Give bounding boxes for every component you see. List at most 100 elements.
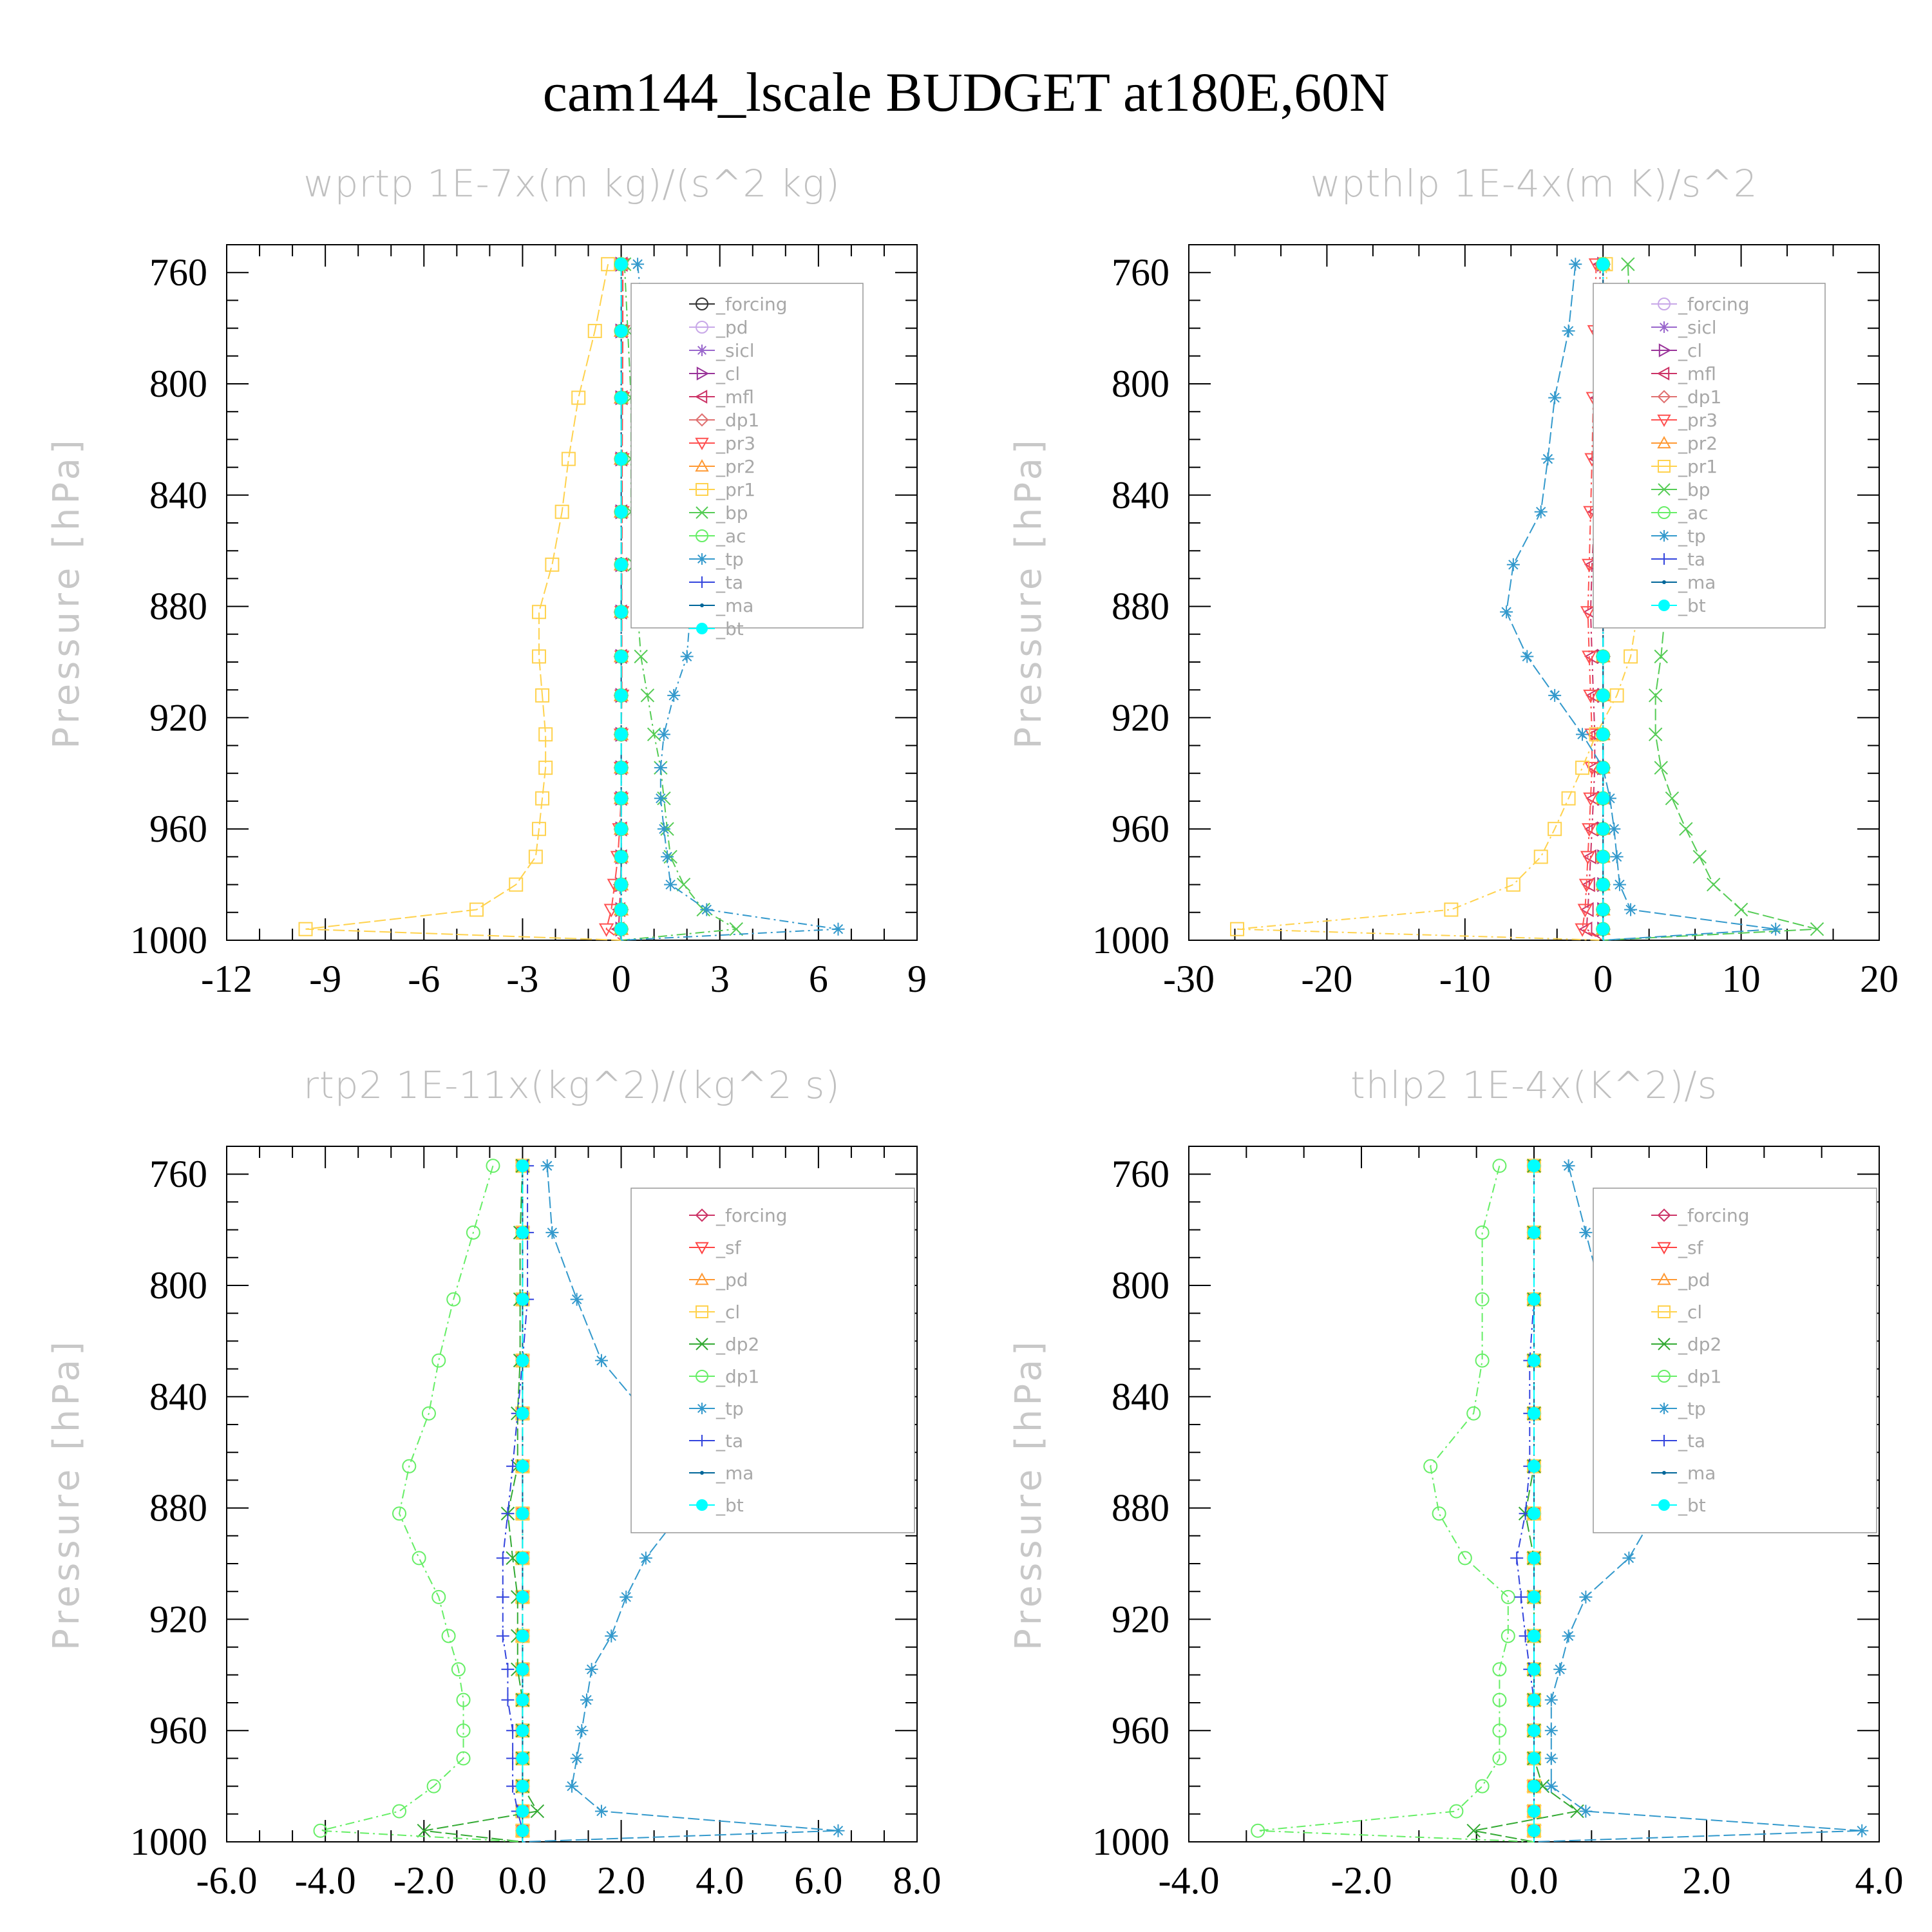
marker-asterisk (831, 922, 845, 936)
marker-filled (1596, 878, 1610, 891)
marker-square (1444, 902, 1459, 917)
marker-x (1665, 791, 1680, 806)
figure-title: cam144_lscale BUDGET at180E,60N (543, 61, 1389, 123)
marker-filled (1596, 761, 1610, 775)
marker-square (1506, 877, 1520, 892)
y-tick-label: 960 (149, 808, 207, 850)
legend-entry: _tp (689, 549, 744, 570)
y-axis-title: Pressure [hPa] (1008, 436, 1050, 749)
x-tick-label: 0 (1593, 958, 1613, 1000)
marker-circle (1457, 1551, 1472, 1566)
series-line (305, 264, 621, 941)
marker-square (531, 605, 546, 620)
marker-tri-down (1580, 606, 1596, 620)
marker-x (417, 1824, 431, 1838)
marker-asterisk (696, 553, 708, 565)
y-tick-label: 960 (1112, 1709, 1170, 1752)
legend-label: _mfl (1678, 363, 1716, 384)
marker-x (1734, 902, 1748, 917)
marker-dot (700, 1471, 704, 1475)
chart-panel-4: thlp2 1E-4x(K^2)/s Pressure [hPa] 760 800 84… (1008, 1063, 1904, 1902)
marker-asterisk (1520, 650, 1534, 663)
series-line (1581, 264, 1604, 941)
marker-filled (1596, 850, 1610, 864)
marker-x (640, 688, 655, 703)
legend-label: _cl (1678, 1302, 1702, 1323)
series-line (522, 1166, 838, 1842)
marker-square (1624, 649, 1638, 664)
marker-circle (426, 1779, 441, 1794)
legend-entry: _pr1 (1651, 456, 1718, 477)
marker-asterisk (831, 1824, 845, 1837)
marker-filled (516, 1551, 529, 1565)
marker-x (1658, 1338, 1671, 1350)
legend-box (630, 1188, 915, 1533)
series-tp (1500, 258, 1783, 941)
x-tick-label: -12 (201, 958, 252, 1000)
marker-filled (614, 761, 628, 775)
x-tick-label: -3 (506, 958, 538, 1000)
legend-entry: _ma (1651, 1463, 1716, 1484)
legend-label: _dp2 (715, 1334, 759, 1355)
marker-filled (696, 623, 708, 634)
marker-asterisk (1769, 922, 1783, 936)
marker-filled (1528, 1590, 1540, 1604)
plot-frame (226, 1146, 918, 1842)
y-tick-label: 920 (1112, 1598, 1170, 1640)
marker-x (1648, 727, 1663, 742)
marker-filled (516, 1226, 529, 1239)
marker-asterisk (1610, 850, 1624, 864)
marker-circle (1475, 1292, 1490, 1307)
marker-plus (496, 1551, 509, 1565)
legend-box (630, 283, 864, 629)
marker-circle (1658, 506, 1671, 519)
marker-filled (1528, 1693, 1540, 1707)
marker-asterisk (654, 761, 667, 775)
marker-circle (402, 1459, 417, 1473)
legend-label: _sicl (715, 340, 755, 361)
marker-filled (1528, 1724, 1540, 1738)
marker-square (696, 1305, 708, 1318)
marker-filled (614, 391, 628, 404)
marker-filled (614, 650, 628, 663)
marker-tri-down (598, 923, 614, 937)
series-ta (496, 1159, 535, 1842)
marker-filled (1528, 1824, 1540, 1837)
legend-entry: _cl (689, 1302, 740, 1323)
marker-asterisk (664, 878, 677, 891)
legend-label: _ma (715, 595, 753, 616)
marker-tri-up (695, 459, 709, 472)
marker-x (1654, 649, 1668, 664)
legend-entry: _sicl (689, 340, 755, 361)
marker-square (538, 727, 553, 742)
legend-entry: _ac (1651, 502, 1709, 524)
legend-entry: _cl (689, 363, 740, 384)
marker-circle (1423, 1459, 1438, 1473)
marker-circle (456, 1692, 471, 1707)
marker-filled (614, 903, 628, 916)
marker-circle (466, 1225, 480, 1240)
legend-label: _tp (715, 1398, 744, 1419)
y-axis-title: Pressure [hPa] (46, 436, 88, 749)
series-line (1258, 1165, 1535, 1842)
y-tick-label: 960 (149, 1709, 207, 1752)
y-tick-label: 880 (1112, 1487, 1170, 1530)
legend-label: _pd (1678, 1269, 1710, 1291)
marker-square (587, 323, 602, 338)
y-tick-label: 1000 (130, 1821, 207, 1863)
marker-circle (431, 1589, 446, 1604)
marker-square (528, 849, 543, 864)
marker-asterisk (1569, 258, 1582, 271)
marker-asterisk (580, 1693, 593, 1707)
marker-x (1707, 877, 1721, 892)
marker-filled (516, 1752, 529, 1765)
marker-asterisk (1579, 1590, 1593, 1604)
marker-filled (614, 605, 628, 619)
legend-entry: _tp (1651, 526, 1706, 547)
x-tick-label: -4.0 (295, 1859, 356, 1902)
marker-filled (1528, 1629, 1540, 1643)
legend-entry: _pr3 (1651, 410, 1718, 431)
legend-label: _bt (1678, 595, 1706, 616)
marker-plus (1514, 1590, 1528, 1604)
legend-entry: _pr3 (689, 433, 755, 454)
